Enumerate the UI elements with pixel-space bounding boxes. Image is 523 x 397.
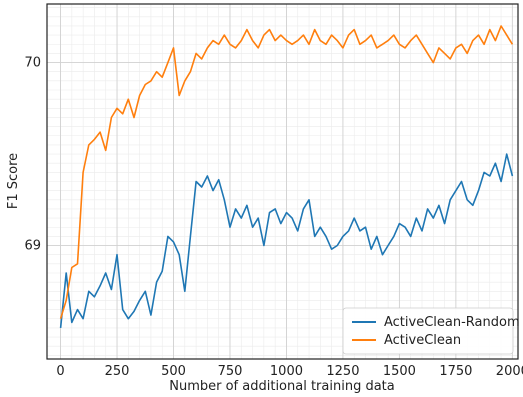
x-tick-label: 250 [105, 364, 130, 379]
x-tick-label: 2000 [496, 364, 523, 379]
x-tick-label: 1500 [383, 364, 416, 379]
x-tick-label: 1000 [270, 364, 303, 379]
series-line-activeclean-random [59, 153, 514, 328]
x-tick-label: 1750 [439, 364, 472, 379]
series-lines [59, 25, 514, 328]
y-axis-label: F1 Score [6, 153, 21, 209]
x-tick-label: 500 [161, 364, 186, 379]
x-tick-label: 0 [56, 364, 64, 379]
plot-frame [46, 3, 519, 360]
x-tick-label: 1250 [326, 364, 359, 379]
x-axis-ticks: 0 250 500 750 1000 1250 1500 1750 2000 [56, 364, 523, 379]
x-tick-label: 750 [218, 364, 243, 379]
x-axis-label: Number of additional training data [169, 379, 395, 394]
legend-label-activeclean-random: ActiveClean-Random [384, 315, 520, 330]
y-axis-ticks: 69 70 [24, 56, 41, 254]
legend-label-activeclean: ActiveClean [384, 333, 461, 348]
legend: ActiveClean-Random ActiveClean [342, 307, 520, 355]
series-line-activeclean [59, 25, 514, 319]
y-tick-label: 69 [24, 239, 41, 254]
major-gridlines [47, 4, 518, 359]
legend-box [342, 307, 514, 355]
y-tick-label: 70 [24, 56, 41, 71]
